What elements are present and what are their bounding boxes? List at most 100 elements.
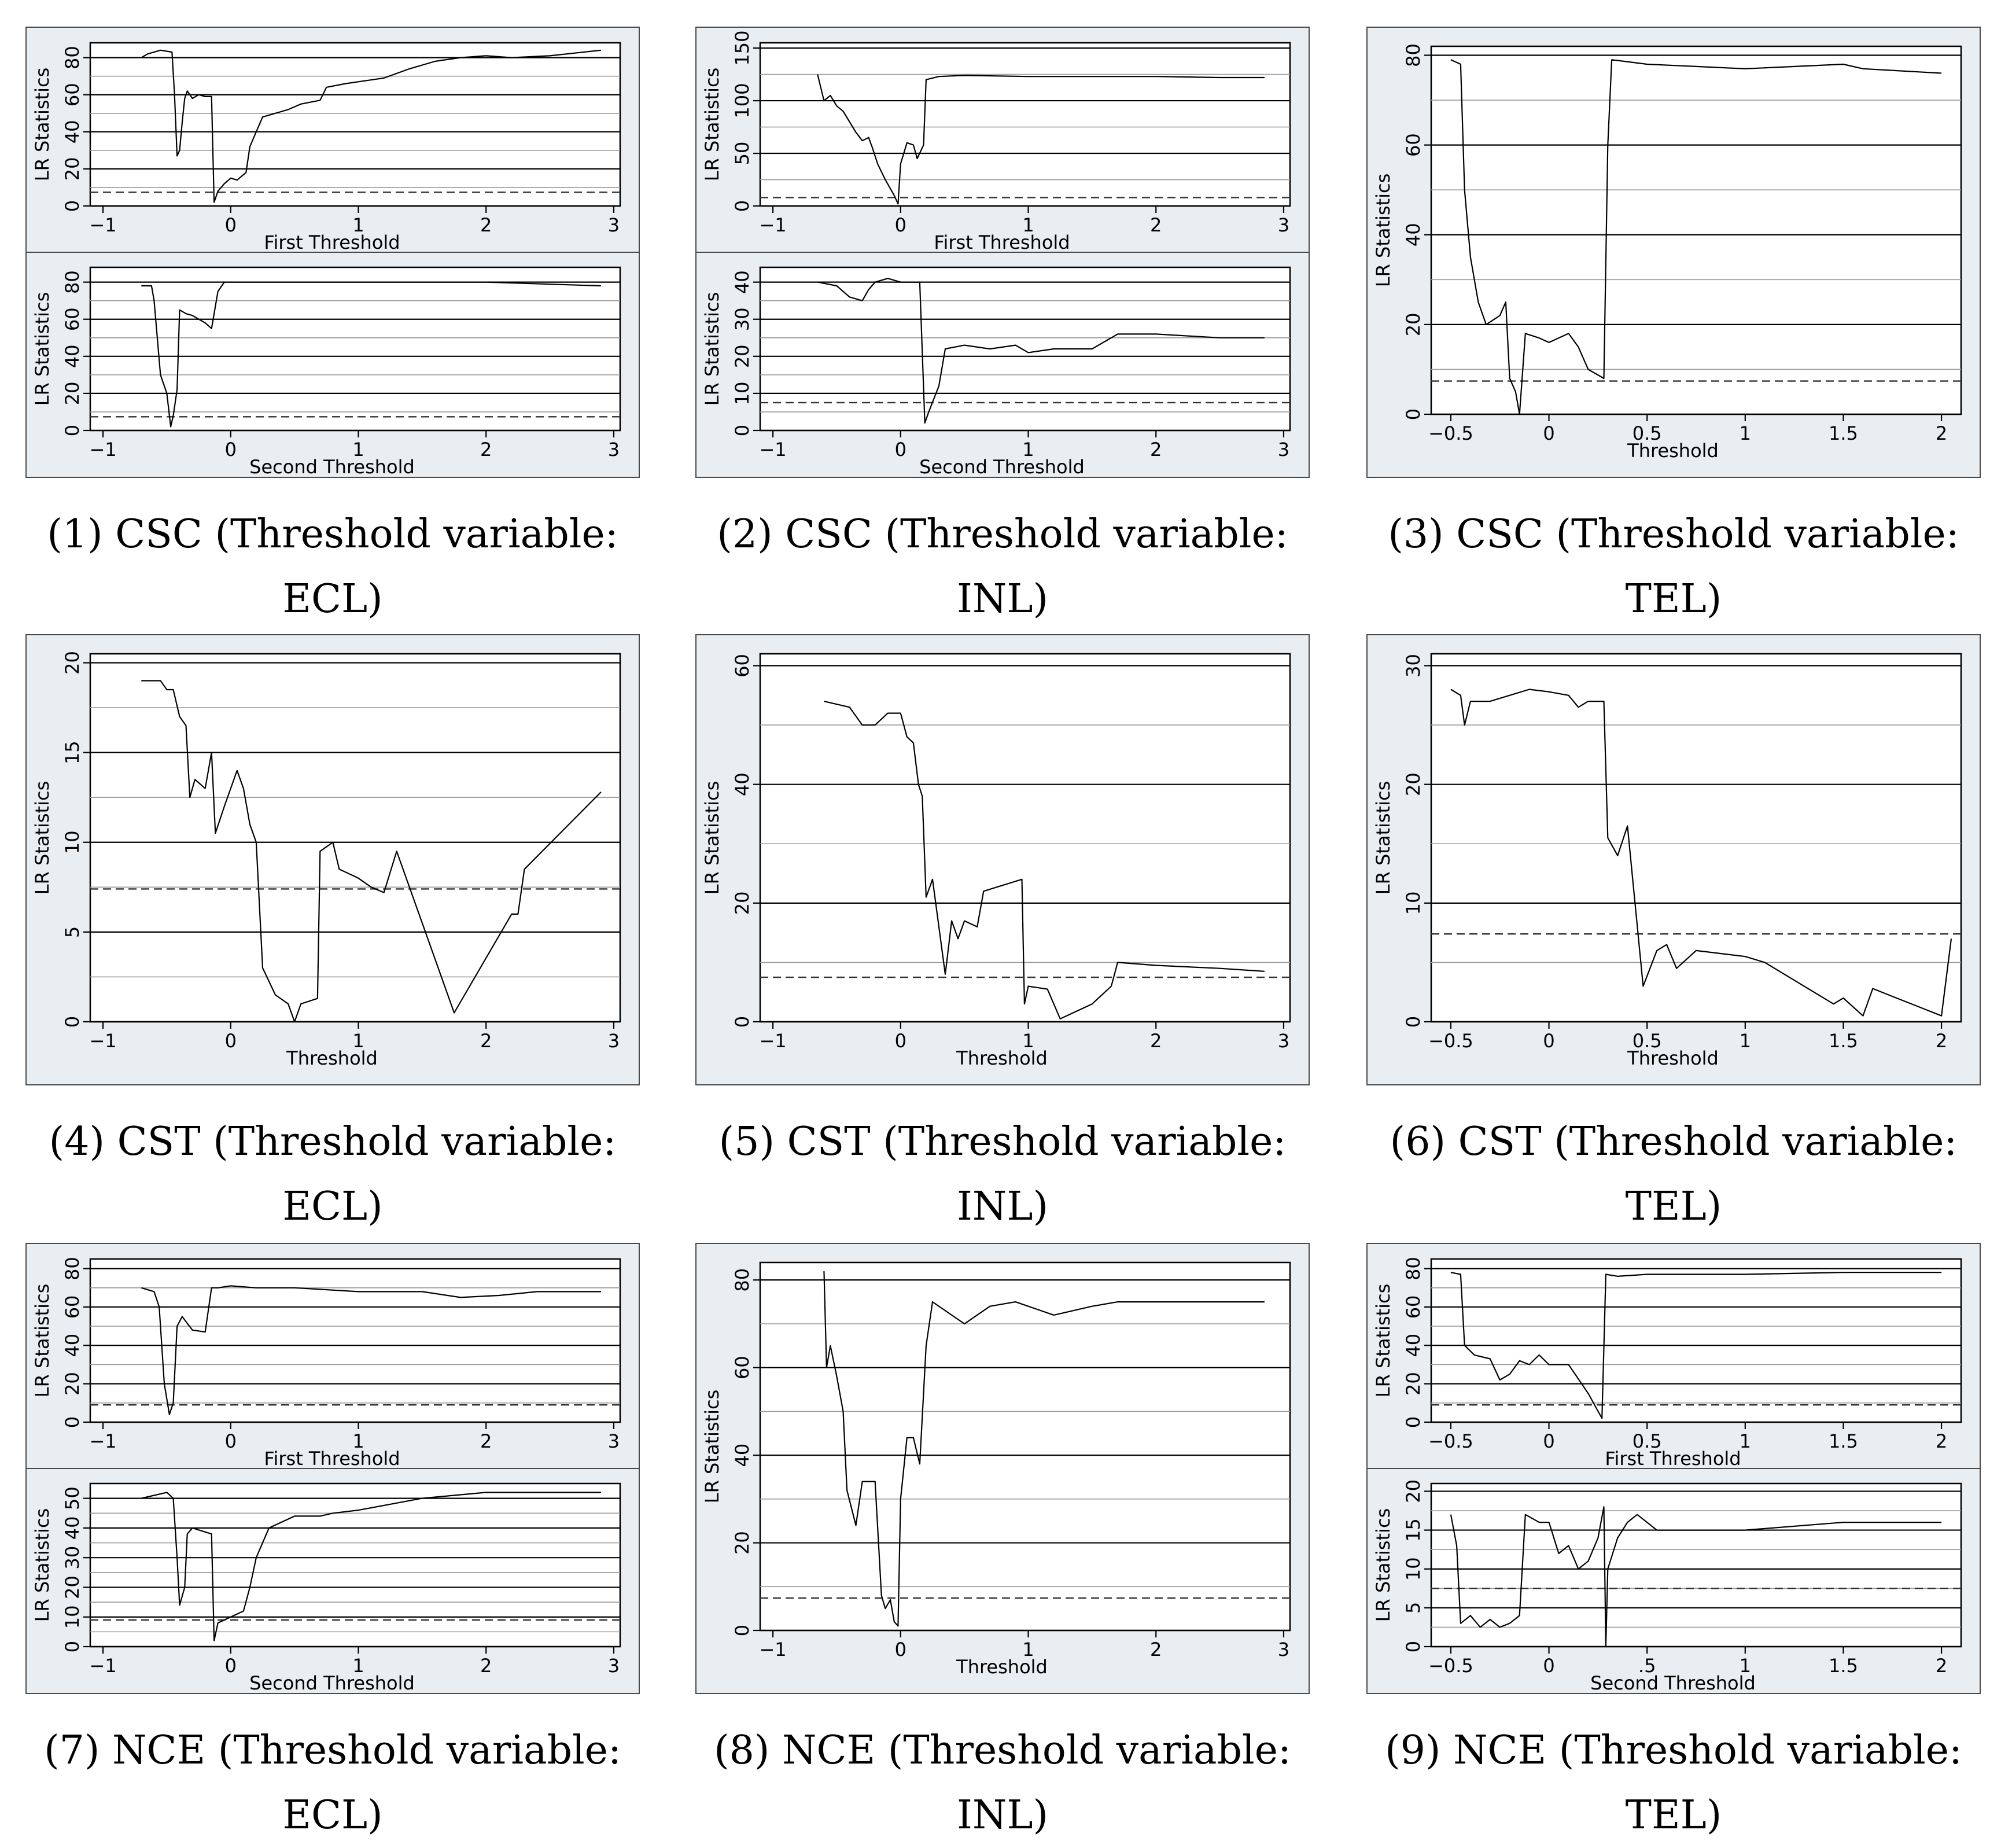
y-tick-label: 40 bbox=[731, 270, 753, 294]
x-tick-label: 2 bbox=[1150, 1639, 1162, 1661]
x-tick-label: 3 bbox=[1278, 1030, 1289, 1052]
x-tick-label: −1 bbox=[759, 1639, 786, 1661]
y-tick-label: 5 bbox=[61, 926, 83, 938]
y-tick-label: 80 bbox=[1402, 1257, 1424, 1280]
x-tick-label: 2 bbox=[1936, 422, 1947, 444]
y-axis-label: LR Statistics bbox=[31, 1508, 53, 1622]
x-tick-label: 1.5 bbox=[1829, 1655, 1858, 1677]
y-tick-label: 40 bbox=[731, 772, 753, 796]
x-tick-label: 0 bbox=[225, 214, 237, 236]
x-tick-label: −1 bbox=[89, 1030, 116, 1052]
y-tick-label: 40 bbox=[731, 1444, 753, 1467]
caption-line: (2) CSC (Threshold variable: bbox=[717, 511, 1288, 557]
y-tick-label: 80 bbox=[1402, 43, 1424, 67]
y-axis-label: LR Statistics bbox=[31, 781, 53, 895]
x-tick-label: 1 bbox=[1740, 422, 1751, 444]
y-tick-label: 60 bbox=[731, 654, 753, 678]
y-tick-label: 150 bbox=[731, 31, 753, 66]
x-tick-label: 0.5 bbox=[1633, 1430, 1662, 1452]
y-axis-label: LR Statistics bbox=[31, 68, 53, 182]
x-axis-label: Threshold bbox=[956, 1656, 1048, 1678]
caption-line: TEL) bbox=[1625, 576, 1722, 622]
x-tick-label: 0 bbox=[225, 439, 237, 461]
y-tick-label: 15 bbox=[61, 741, 83, 764]
y-tick-label: 80 bbox=[61, 46, 83, 69]
y-tick-label: 60 bbox=[731, 1356, 753, 1379]
lr-statistic-series bbox=[1450, 1272, 1942, 1419]
x-tick-label: 1.5 bbox=[1829, 1030, 1858, 1052]
x-tick-label: 1 bbox=[352, 1030, 364, 1052]
y-axis-label: LR Statistics bbox=[701, 68, 723, 182]
x-tick-label: 0 bbox=[895, 1030, 906, 1052]
x-tick-label: 2 bbox=[1936, 1655, 1947, 1677]
x-tick-label: −1 bbox=[89, 1430, 116, 1452]
lr-statistic-series bbox=[1450, 59, 1942, 415]
x-tick-label: 3 bbox=[1278, 214, 1289, 236]
chart-caption-4: (4) CST (Threshold variable: ECL) bbox=[8, 1110, 657, 1239]
chart-caption-9: (9) NCE (Threshold variable: TEL) bbox=[1349, 1718, 1998, 1848]
y-tick-label: 40 bbox=[1402, 223, 1424, 246]
y-tick-label: 0 bbox=[1402, 1416, 1424, 1428]
chart-svg-5: −1 0 1 2 3 0 20 40 60 Threshold LR Statistics bbox=[701, 653, 1291, 1069]
y-tick-label: 0 bbox=[61, 425, 83, 436]
x-tick-label: 2 bbox=[480, 1430, 492, 1452]
lr-statistic-series bbox=[141, 49, 602, 203]
caption-line: ECL) bbox=[282, 1184, 383, 1229]
gridlines bbox=[1431, 1268, 1961, 1404]
y-tick-label: 20 bbox=[1402, 1372, 1424, 1396]
gridlines bbox=[760, 281, 1290, 413]
x-tick-label: 3 bbox=[608, 439, 620, 461]
x-tick-label: 3 bbox=[608, 214, 620, 236]
y-tick-label: 60 bbox=[1402, 1295, 1424, 1319]
y-tick-label: 20 bbox=[61, 651, 83, 675]
chart-caption-5: (5) CST (Threshold variable: INL) bbox=[678, 1110, 1327, 1239]
x-axis-label: Threshold bbox=[956, 1047, 1048, 1069]
y-tick-label: 60 bbox=[61, 83, 83, 106]
y-tick-label: 20 bbox=[1402, 1479, 1424, 1503]
y-axis-label: LR Statistics bbox=[31, 292, 53, 406]
x-axis-label: First Threshold bbox=[264, 1448, 400, 1470]
y-tick-label: 40 bbox=[61, 1334, 83, 1357]
y-axis-label: LR Statistics bbox=[701, 1390, 723, 1504]
caption-line: ECL) bbox=[282, 576, 383, 622]
y-tick-label: 0 bbox=[731, 1016, 753, 1028]
plot-area bbox=[759, 653, 1291, 1023]
x-tick-label: 0 bbox=[1543, 1030, 1554, 1052]
gridlines bbox=[1431, 54, 1961, 370]
y-tick-label: 20 bbox=[731, 1531, 753, 1555]
y-tick-label: 10 bbox=[731, 382, 753, 406]
gridlines bbox=[760, 47, 1290, 181]
y-tick-label: 30 bbox=[731, 307, 753, 331]
y-tick-label: 60 bbox=[61, 1295, 83, 1319]
x-tick-label: 2 bbox=[1150, 1030, 1162, 1052]
x-tick-label: 0 bbox=[1543, 1430, 1554, 1452]
x-axis-label: First Threshold bbox=[1605, 1448, 1741, 1470]
lr-statistic-series bbox=[141, 1492, 601, 1641]
caption-line: TEL) bbox=[1625, 1792, 1722, 1838]
caption-line: (6) CST (Threshold variable: bbox=[1390, 1119, 1958, 1165]
x-tick-label: 1 bbox=[1740, 1430, 1751, 1452]
y-axis-label: LR Statistics bbox=[701, 781, 723, 895]
x-tick-label: 3 bbox=[1278, 1639, 1289, 1661]
chart-panel-8: −1 0 1 2 3 0 20 40 60 80 Threshold LR Statistics bbox=[695, 1243, 1310, 1694]
x-axis-label: Second Threshold bbox=[1590, 1672, 1756, 1693]
y-axis-label: LR Statistics bbox=[1372, 174, 1394, 288]
y-tick-label: 20 bbox=[61, 1372, 83, 1396]
plot-area bbox=[1430, 1258, 1962, 1423]
x-tick-label: −1 bbox=[89, 1655, 116, 1677]
x-tick-label: 1 bbox=[1022, 214, 1034, 236]
y-tick-label: 15 bbox=[1402, 1518, 1424, 1542]
x-tick-label: 0.5 bbox=[1633, 1030, 1662, 1052]
x-tick-label: −0.5 bbox=[1428, 1030, 1473, 1052]
x-tick-label: 2 bbox=[480, 439, 492, 461]
x-tick-label: −1 bbox=[759, 439, 786, 461]
plot-area bbox=[1430, 653, 1962, 1023]
lr-statistic-series bbox=[141, 281, 601, 428]
x-tick-label: 1 bbox=[1740, 1030, 1751, 1052]
x-axis-label: First Threshold bbox=[934, 231, 1070, 253]
gridlines bbox=[760, 665, 1290, 963]
